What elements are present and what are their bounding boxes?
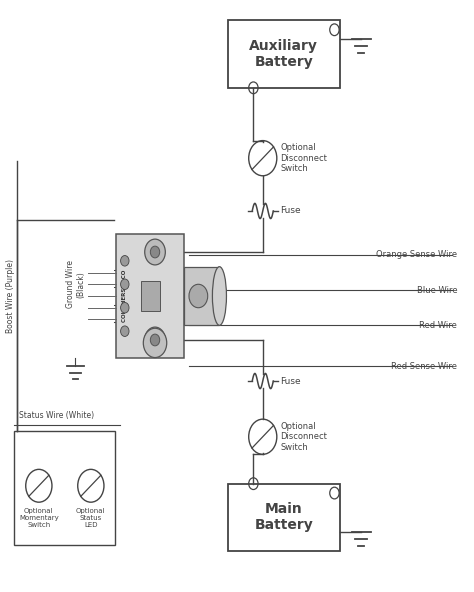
Text: Optional
Disconnect
Switch: Optional Disconnect Switch [281, 143, 328, 173]
Bar [141, 281, 160, 311]
Text: Auxiliary
Battery: Auxiliary Battery [249, 39, 318, 69]
Ellipse shape [212, 266, 227, 326]
Text: Optional
Disconnect
Switch: Optional Disconnect Switch [281, 422, 328, 452]
Bar [228, 484, 340, 551]
Text: Main
Battery: Main Battery [255, 502, 313, 532]
Text: Blue Wire: Blue Wire [417, 285, 457, 295]
Circle shape [143, 328, 167, 358]
Bar [15, 431, 115, 545]
Circle shape [145, 239, 165, 265]
Text: Fuse: Fuse [281, 377, 301, 385]
Text: COLE HERSEE CO: COLE HERSEE CO [122, 270, 128, 322]
Text: Optional
Momentary
Switch: Optional Momentary Switch [19, 508, 59, 528]
Circle shape [189, 284, 208, 308]
Text: Boost Wire (Purple): Boost Wire (Purple) [6, 259, 15, 333]
Bar [117, 234, 184, 358]
Circle shape [150, 246, 160, 258]
Text: Red Wire: Red Wire [419, 321, 457, 330]
Circle shape [150, 334, 160, 346]
Text: Ground Wire
(Black): Ground Wire (Black) [66, 260, 85, 308]
Text: Status Wire (White): Status Wire (White) [19, 411, 94, 420]
Bar [228, 20, 340, 88]
Bar [184, 266, 219, 326]
Circle shape [120, 256, 129, 266]
Text: Orange Sense Wire: Orange Sense Wire [376, 250, 457, 259]
Text: Fuse: Fuse [281, 207, 301, 215]
Text: Red Sense Wire: Red Sense Wire [391, 362, 457, 371]
Circle shape [120, 303, 129, 313]
Circle shape [145, 327, 165, 353]
Text: Optional
Status
LED: Optional Status LED [76, 508, 106, 528]
Circle shape [120, 279, 129, 289]
Circle shape [120, 326, 129, 336]
